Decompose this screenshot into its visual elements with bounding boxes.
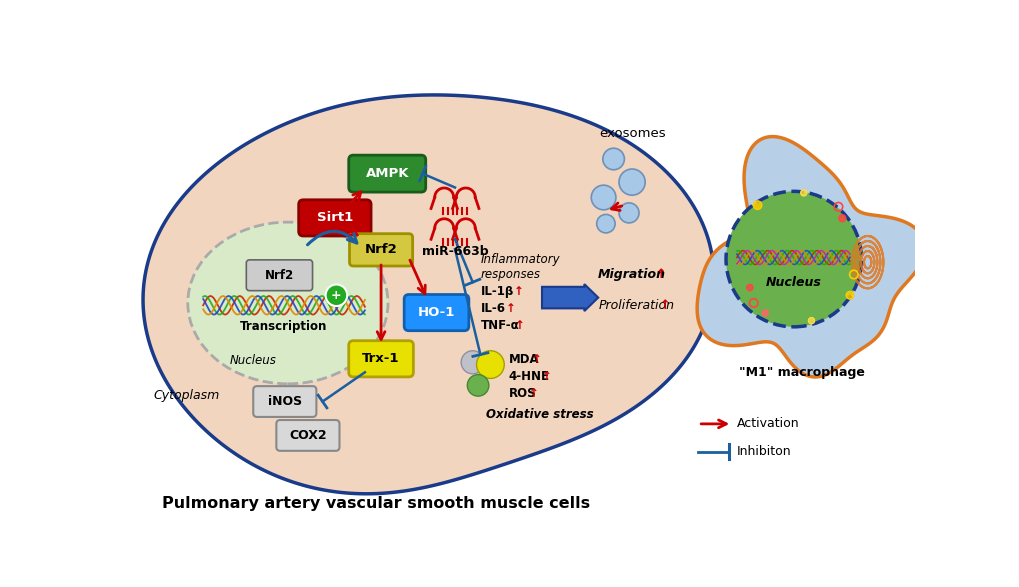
Circle shape: [476, 350, 503, 379]
Text: Transcription: Transcription: [240, 319, 327, 333]
Text: Inhibiton: Inhibiton: [736, 445, 791, 458]
Text: Nucleus: Nucleus: [765, 276, 821, 289]
Ellipse shape: [187, 222, 387, 384]
Text: Nrf2: Nrf2: [265, 269, 293, 282]
FancyBboxPatch shape: [299, 200, 371, 236]
Text: ↑: ↑: [659, 299, 669, 312]
Text: IL-6: IL-6: [480, 302, 504, 315]
Polygon shape: [143, 95, 713, 494]
Circle shape: [800, 190, 806, 196]
Circle shape: [746, 285, 752, 291]
FancyBboxPatch shape: [348, 340, 413, 377]
Circle shape: [846, 291, 853, 299]
Text: Pulmonary artery vascular smooth muscle cells: Pulmonary artery vascular smooth muscle …: [162, 495, 590, 511]
Polygon shape: [696, 137, 924, 377]
Text: TNF-α: TNF-α: [480, 319, 519, 332]
FancyBboxPatch shape: [404, 295, 469, 330]
Text: ↑: ↑: [515, 319, 525, 332]
Text: Inflammatory: Inflammatory: [480, 252, 559, 265]
Text: miR-663b: miR-663b: [421, 245, 488, 258]
Circle shape: [325, 285, 346, 306]
Text: HO-1: HO-1: [418, 306, 454, 319]
Text: IL-1β: IL-1β: [480, 285, 514, 298]
Text: ROS: ROS: [508, 387, 536, 400]
Text: Oxidative stress: Oxidative stress: [485, 408, 593, 421]
Circle shape: [838, 215, 845, 222]
Text: Trx-1: Trx-1: [362, 352, 399, 365]
Circle shape: [461, 350, 484, 374]
Circle shape: [591, 185, 615, 210]
Text: ↑: ↑: [541, 370, 551, 383]
Circle shape: [602, 148, 624, 170]
Text: +: +: [331, 289, 341, 302]
Circle shape: [619, 169, 645, 195]
Text: Nrf2: Nrf2: [365, 244, 397, 257]
Text: ↑: ↑: [505, 302, 516, 315]
FancyBboxPatch shape: [276, 420, 339, 451]
Text: Activation: Activation: [736, 417, 799, 430]
Text: Sirt1: Sirt1: [317, 211, 353, 224]
Text: Proliferation: Proliferation: [597, 299, 674, 312]
FancyBboxPatch shape: [246, 260, 312, 291]
Circle shape: [753, 201, 761, 210]
Text: MDA: MDA: [508, 353, 539, 366]
Circle shape: [761, 310, 767, 316]
Text: "M1" macrophage: "M1" macrophage: [738, 366, 863, 379]
Circle shape: [619, 203, 638, 223]
FancyArrow shape: [541, 284, 597, 311]
Text: Nucleus: Nucleus: [229, 354, 276, 367]
Text: Migration: Migration: [597, 268, 665, 281]
Circle shape: [596, 214, 614, 233]
FancyBboxPatch shape: [348, 155, 425, 192]
Text: COX2: COX2: [288, 429, 326, 442]
Text: Cytoplasm: Cytoplasm: [153, 389, 219, 402]
Text: 4-HNE: 4-HNE: [508, 370, 549, 383]
Circle shape: [467, 375, 488, 396]
FancyBboxPatch shape: [350, 234, 413, 266]
Text: ↑: ↑: [513, 285, 523, 298]
Circle shape: [726, 191, 861, 327]
Text: ↑: ↑: [655, 268, 665, 281]
Text: iNOS: iNOS: [268, 395, 302, 408]
Text: responses: responses: [480, 268, 540, 281]
Text: ↑: ↑: [532, 353, 541, 366]
Text: ↑: ↑: [529, 387, 538, 400]
Text: AMPK: AMPK: [365, 167, 409, 180]
Circle shape: [808, 318, 814, 324]
FancyBboxPatch shape: [253, 386, 316, 417]
Text: exosomes: exosomes: [598, 127, 664, 140]
